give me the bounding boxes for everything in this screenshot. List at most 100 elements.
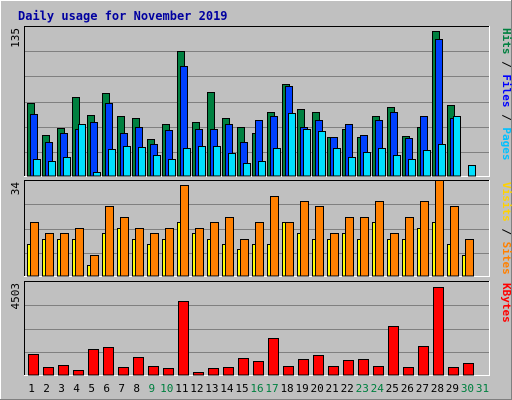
x-tick-label-14: 14 xyxy=(220,382,234,395)
bar-pages-day-20 xyxy=(318,131,326,177)
bar-kbytes-day-10 xyxy=(163,368,174,376)
bar-pages-day-13 xyxy=(213,146,221,177)
legend-sites: Sites xyxy=(500,242,512,275)
bar-pages-day-25 xyxy=(393,155,401,177)
x-tick-label-28: 28 xyxy=(431,382,444,395)
bar-kbytes-day-24 xyxy=(373,366,384,376)
bar-kbytes-day-5 xyxy=(88,349,99,376)
bar-pages-day-30 xyxy=(468,165,476,177)
x-tick-label-23: 23 xyxy=(356,382,369,395)
x-axis: 1 2 3 4 5 6 7 8 9 10 11 12 13 14 15 16 17 18 19 20 21 22 23 24 2… xyxy=(28,382,489,395)
bar-pages-day-5 xyxy=(93,172,101,177)
bar-sites-day-28 xyxy=(435,180,444,277)
x-tick-label-15: 15 xyxy=(235,382,248,395)
bar-pages-day-16 xyxy=(258,161,266,177)
bar-sites-day-9 xyxy=(150,233,159,277)
x-tick-label-17: 17 xyxy=(265,382,278,395)
bar-kbytes-day-7 xyxy=(118,367,129,376)
bar-kbytes-day-12 xyxy=(193,372,204,376)
bar-pages-day-7 xyxy=(123,146,131,177)
bar-sites-day-19 xyxy=(300,201,309,277)
panel-visits-sites: 34 Visits / Sites xyxy=(9,180,512,277)
bar-kbytes-day-23 xyxy=(358,359,369,376)
x-tick-label-27: 27 xyxy=(416,382,429,395)
bar-files-day-5 xyxy=(90,122,98,177)
bar-pages-day-9 xyxy=(153,155,161,177)
bar-sites-day-30 xyxy=(465,239,474,277)
bar-pages-day-27 xyxy=(423,150,431,177)
legend-pages: Pages xyxy=(500,127,512,160)
bar-kbytes-day-18 xyxy=(283,366,294,376)
bar-sites-day-26 xyxy=(405,217,414,277)
bar-kbytes-day-13 xyxy=(208,368,219,376)
bar-kbytes-day-15 xyxy=(238,358,249,376)
x-tick-label-18: 18 xyxy=(280,382,293,395)
x-tick-label-6: 6 xyxy=(103,382,110,395)
bar-kbytes-day-25 xyxy=(388,326,399,376)
bar-kbytes-day-6 xyxy=(103,347,114,376)
bar-pages-day-21 xyxy=(333,148,341,177)
bar-sites-day-8 xyxy=(135,228,144,277)
bar-sites-day-12 xyxy=(195,228,204,277)
x-tick-label-2: 2 xyxy=(43,382,50,395)
legend-visits: Visits xyxy=(500,182,512,222)
x-tick-label-19: 19 xyxy=(295,382,308,395)
bar-sites-day-3 xyxy=(60,233,69,277)
x-tick-label-21: 21 xyxy=(326,382,339,395)
x-tick-label-7: 7 xyxy=(118,382,125,395)
bar-sites-day-2 xyxy=(45,233,54,277)
panel-max-label: 135 xyxy=(9,28,22,48)
bar-sites-day-13 xyxy=(210,222,219,277)
legend-separator: / xyxy=(500,55,512,75)
legend-separator: / xyxy=(500,108,512,128)
x-tick-label-30: 30 xyxy=(461,382,474,395)
legend-hits: Hits xyxy=(500,28,512,55)
bar-pages-day-22 xyxy=(348,157,356,177)
x-tick-label-11: 11 xyxy=(175,382,188,395)
bar-pages-day-12 xyxy=(198,146,206,177)
x-tick-label-8: 8 xyxy=(133,382,140,395)
bar-kbytes-day-4 xyxy=(73,370,84,376)
x-tick-label-22: 22 xyxy=(341,382,354,395)
bar-kbytes-day-17 xyxy=(268,338,279,376)
bar-pages-day-15 xyxy=(243,163,251,177)
bar-kbytes-day-8 xyxy=(133,357,144,376)
bar-sites-day-16 xyxy=(255,222,264,277)
bar-sites-day-25 xyxy=(390,233,399,277)
bar-pages-day-18 xyxy=(288,113,296,177)
bar-kbytes-day-21 xyxy=(328,366,339,376)
x-tick-label-29: 29 xyxy=(446,382,459,395)
bar-sites-day-18 xyxy=(285,222,294,277)
bar-sites-day-7 xyxy=(120,217,129,277)
bar-pages-day-4 xyxy=(78,124,86,177)
bar-sites-day-22 xyxy=(345,217,354,277)
bar-sites-day-14 xyxy=(225,217,234,277)
bar-pages-day-6 xyxy=(108,149,116,177)
legend-files: Files xyxy=(500,74,512,107)
x-tick-label-24: 24 xyxy=(371,382,385,395)
bar-pages-day-2 xyxy=(48,161,56,177)
bar-pages-day-23 xyxy=(363,152,371,177)
bar-sites-day-23 xyxy=(360,217,369,277)
x-tick-label-10: 10 xyxy=(160,382,173,395)
bar-pages-day-10 xyxy=(168,159,176,177)
bar-sites-day-27 xyxy=(420,201,429,277)
bar-pages-day-26 xyxy=(408,159,416,177)
bar-pages-day-1 xyxy=(33,159,41,177)
panel-max-label: 34 xyxy=(9,182,22,196)
bar-kbytes-day-29 xyxy=(448,367,459,376)
bar-kbytes-day-26 xyxy=(403,367,414,376)
bar-sites-day-20 xyxy=(315,206,324,277)
bar-pages-day-11 xyxy=(183,148,191,177)
bar-kbytes-day-9 xyxy=(148,366,159,376)
bar-pages-day-14 xyxy=(228,153,236,177)
x-tick-label-1: 1 xyxy=(28,382,35,395)
bar-kbytes-day-1 xyxy=(28,354,39,376)
chart-panels: 135 Hits / Files / Pages 34 Visits / Sites 4… xyxy=(9,26,512,376)
bar-kbytes-day-19 xyxy=(298,359,309,376)
bar-sites-day-29 xyxy=(450,206,459,277)
bar-kbytes-day-22 xyxy=(343,360,354,376)
x-tick-label-3: 3 xyxy=(58,382,65,395)
bar-sites-day-11 xyxy=(180,185,189,277)
bar-pages-day-24 xyxy=(378,148,386,177)
